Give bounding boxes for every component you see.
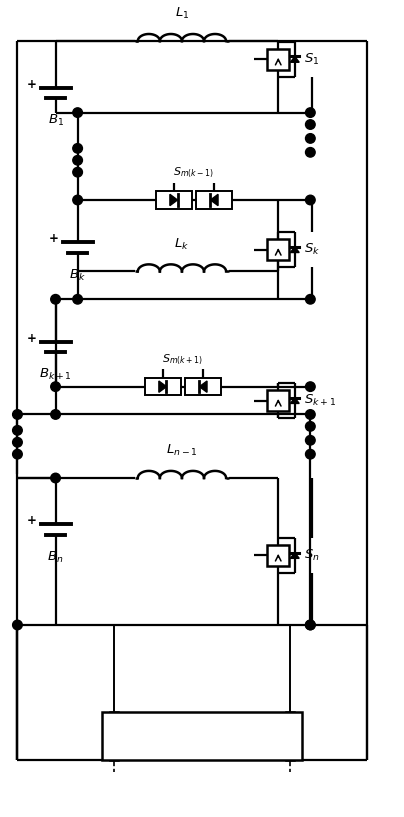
Circle shape bbox=[305, 120, 315, 129]
Text: 控制电路: 控制电路 bbox=[185, 730, 219, 743]
Circle shape bbox=[305, 449, 315, 459]
Bar bbox=[145, 378, 181, 395]
Circle shape bbox=[305, 134, 315, 143]
Text: +: + bbox=[27, 78, 37, 91]
Polygon shape bbox=[159, 381, 166, 392]
Polygon shape bbox=[210, 194, 218, 206]
Polygon shape bbox=[200, 381, 207, 392]
Circle shape bbox=[13, 426, 22, 435]
Circle shape bbox=[51, 294, 60, 304]
Circle shape bbox=[305, 148, 315, 157]
Circle shape bbox=[13, 449, 22, 459]
Circle shape bbox=[305, 435, 315, 445]
Bar bbox=[185, 378, 221, 395]
Circle shape bbox=[305, 195, 315, 205]
Text: $S_{m(k+1)}$: $S_{m(k+1)}$ bbox=[162, 352, 204, 367]
Text: $S_k$: $S_k$ bbox=[304, 242, 320, 257]
Text: $S_{k+1}$: $S_{k+1}$ bbox=[304, 393, 336, 408]
Bar bbox=[196, 191, 232, 208]
Text: $S_n$: $S_n$ bbox=[304, 548, 319, 563]
Text: $S_{m(k-1)}$: $S_{m(k-1)}$ bbox=[173, 166, 215, 180]
Circle shape bbox=[13, 437, 22, 447]
Circle shape bbox=[73, 144, 82, 153]
Text: $B_1$: $B_1$ bbox=[48, 113, 63, 127]
Circle shape bbox=[305, 620, 315, 630]
Circle shape bbox=[305, 422, 315, 431]
Circle shape bbox=[13, 620, 22, 630]
Polygon shape bbox=[290, 247, 299, 252]
Bar bbox=[267, 391, 289, 411]
Circle shape bbox=[305, 382, 315, 391]
Bar bbox=[267, 49, 289, 69]
Circle shape bbox=[73, 108, 82, 118]
Text: $S_1$: $S_1$ bbox=[304, 51, 319, 67]
Circle shape bbox=[305, 620, 315, 630]
Text: +: + bbox=[27, 332, 37, 345]
Polygon shape bbox=[290, 56, 299, 62]
Text: $L_{n-1}$: $L_{n-1}$ bbox=[166, 443, 198, 458]
Polygon shape bbox=[290, 552, 299, 558]
Circle shape bbox=[51, 382, 60, 391]
Text: $B_k$: $B_k$ bbox=[69, 267, 86, 283]
Text: +: + bbox=[49, 232, 59, 245]
Circle shape bbox=[73, 167, 82, 177]
Circle shape bbox=[51, 409, 60, 419]
Circle shape bbox=[305, 108, 315, 118]
Bar bbox=[156, 191, 191, 208]
Polygon shape bbox=[170, 194, 177, 206]
Text: $B_n$: $B_n$ bbox=[47, 550, 64, 565]
Circle shape bbox=[305, 294, 315, 304]
Text: +: + bbox=[27, 515, 37, 528]
Bar bbox=[267, 239, 289, 260]
Circle shape bbox=[73, 155, 82, 165]
Bar bbox=[102, 712, 302, 760]
Circle shape bbox=[13, 409, 22, 419]
Circle shape bbox=[51, 473, 60, 483]
Circle shape bbox=[73, 195, 82, 205]
Text: $L_k$: $L_k$ bbox=[175, 236, 189, 252]
Polygon shape bbox=[290, 398, 299, 404]
Circle shape bbox=[305, 409, 315, 419]
Circle shape bbox=[73, 294, 82, 304]
Bar bbox=[267, 545, 289, 566]
Text: $L_1$: $L_1$ bbox=[175, 7, 189, 21]
Text: $B_{k+1}$: $B_{k+1}$ bbox=[39, 367, 72, 382]
